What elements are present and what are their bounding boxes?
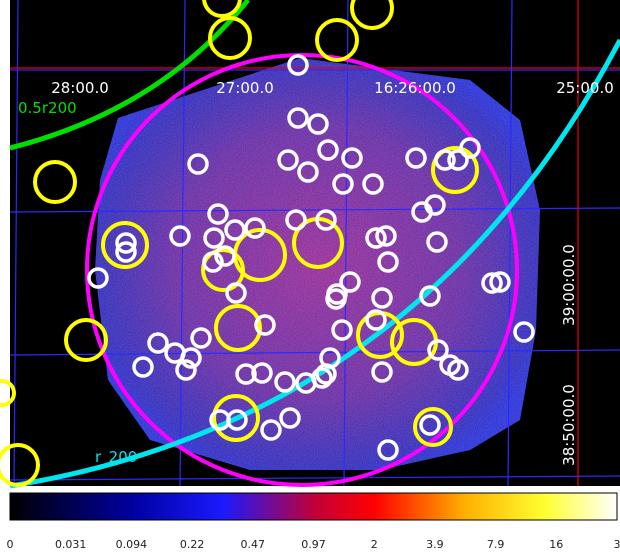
colorbar-label: 0	[7, 538, 14, 551]
colorbar-label: 0.22	[180, 538, 205, 551]
sky-image: 28:00.0 27:00.0 16:26:00.0 25:00.0 39:00…	[0, 0, 620, 552]
ra-label: 27:00.0	[216, 79, 274, 97]
dec-label: 38:50:00.0	[560, 384, 578, 466]
annotation: r_200	[95, 448, 137, 467]
ra-label: 28:00.0	[51, 79, 109, 97]
xray-emission	[95, 58, 540, 470]
colorbar-label: 7.9	[487, 538, 505, 551]
colorbar	[10, 493, 617, 520]
colorbar-label: 0.094	[116, 538, 148, 551]
colorbar-label: 3.9	[426, 538, 444, 551]
annotation: 0.5r200	[18, 99, 77, 117]
colorbar-label: 16	[549, 538, 563, 551]
colorbar-labels: 0 0.031 0.094 0.22 0.47 0.97 2 3.9 7.9 16 3	[7, 538, 620, 551]
colorbar-label: 0.47	[241, 538, 266, 551]
colorbar-label: 3	[614, 538, 620, 551]
colorbar-label: 0.97	[301, 538, 326, 551]
colorbar-label: 0.031	[55, 538, 87, 551]
colorbar-label: 2	[371, 538, 378, 551]
ra-label: 25:00.0	[556, 79, 614, 97]
page: 28:00.0 27:00.0 16:26:00.0 25:00.0 39:00…	[0, 0, 620, 552]
ra-label: 16:26:00.0	[374, 79, 456, 97]
dec-label: 39:00:00.0	[560, 244, 578, 326]
